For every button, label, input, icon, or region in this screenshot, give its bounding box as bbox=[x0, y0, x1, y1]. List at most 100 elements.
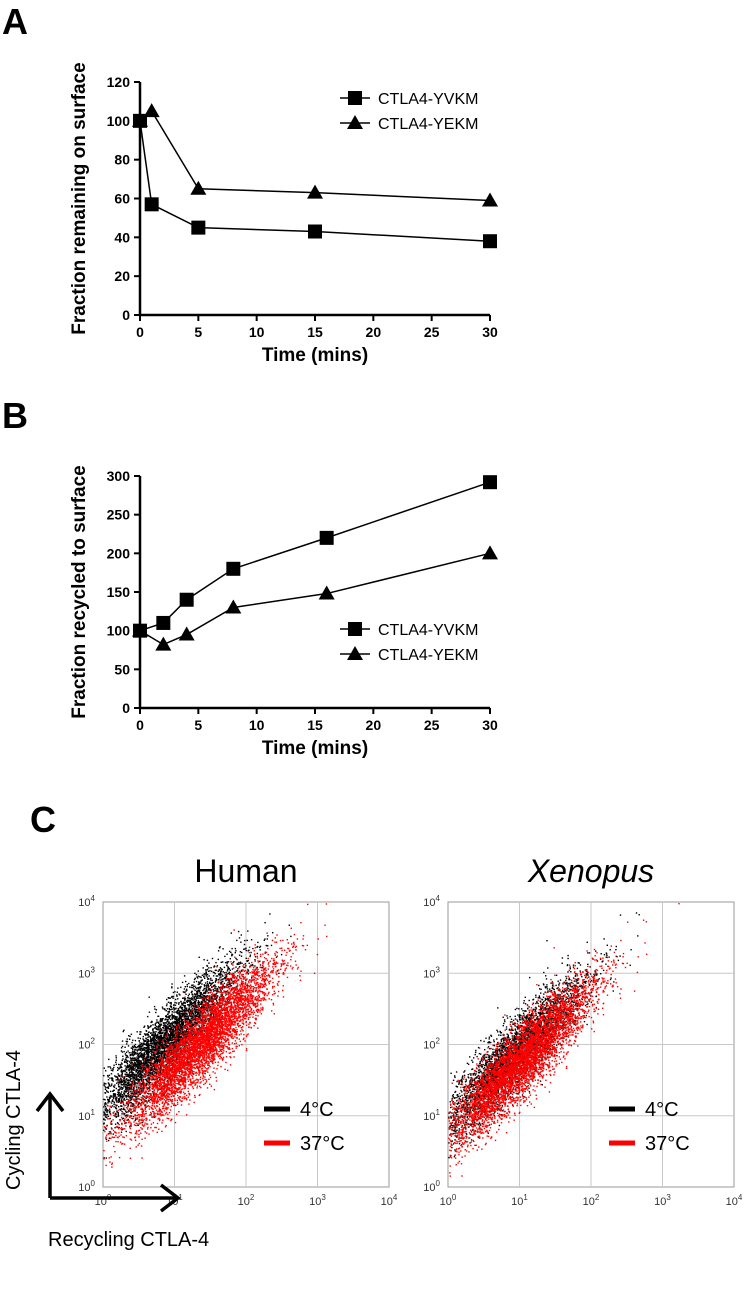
event-dot-0 bbox=[188, 1004, 191, 1006]
event-dot-0 bbox=[163, 1008, 166, 1011]
event-dot-0 bbox=[160, 1036, 163, 1039]
event-dot-0 bbox=[177, 1039, 180, 1041]
event-dot-0 bbox=[135, 1071, 137, 1073]
event-dot-0 bbox=[148, 1061, 151, 1064]
event-dot-0 bbox=[175, 1020, 177, 1023]
event-dot-0 bbox=[132, 1057, 134, 1060]
y-tick-label: 20 bbox=[114, 268, 130, 284]
event-dot-0 bbox=[192, 1024, 195, 1026]
event-dot-0 bbox=[183, 1046, 186, 1048]
event-dot-0 bbox=[177, 1049, 179, 1051]
event-dot-0 bbox=[232, 988, 235, 990]
event-dot-0 bbox=[201, 1006, 203, 1008]
event-dot-1 bbox=[230, 973, 232, 975]
event-dot-0 bbox=[238, 937, 241, 939]
event-dot-0 bbox=[203, 995, 205, 997]
event-dot-0 bbox=[179, 1006, 182, 1008]
event-dot-1 bbox=[233, 992, 236, 994]
event-dot-1 bbox=[224, 992, 226, 994]
event-dot-0 bbox=[171, 1031, 173, 1033]
event-dot-1 bbox=[157, 1068, 159, 1070]
event-dot-0 bbox=[179, 1013, 181, 1015]
data-point-0-2 bbox=[191, 220, 206, 235]
event-dot-0 bbox=[103, 1098, 105, 1101]
event-dot-0 bbox=[226, 973, 228, 975]
event-dot-0 bbox=[220, 1006, 223, 1008]
event-dot-0 bbox=[152, 1054, 154, 1056]
event-dot-0 bbox=[225, 979, 227, 982]
event-dot-0 bbox=[186, 1028, 188, 1031]
event-dot-1 bbox=[187, 1075, 189, 1078]
event-dot-0 bbox=[168, 1015, 171, 1017]
event-dot-0 bbox=[168, 1058, 170, 1060]
event-dot-0 bbox=[244, 939, 246, 942]
event-dot-0 bbox=[205, 969, 207, 971]
event-dot-0 bbox=[140, 1047, 142, 1049]
event-dot-0 bbox=[191, 984, 193, 986]
event-dot-0 bbox=[137, 1078, 140, 1080]
event-dot-0 bbox=[202, 1004, 204, 1006]
event-dot-0 bbox=[199, 989, 201, 991]
event-dot-0 bbox=[178, 1019, 180, 1021]
event-dot-0 bbox=[139, 1049, 142, 1051]
event-dot-0 bbox=[124, 1084, 126, 1086]
event-dot-0 bbox=[187, 995, 190, 997]
event-dot-0 bbox=[173, 1047, 175, 1049]
event-dot-0 bbox=[115, 1098, 117, 1101]
event-dot-0 bbox=[116, 1082, 118, 1084]
event-dot-0 bbox=[157, 1038, 159, 1040]
event-dot-0 bbox=[194, 1064, 196, 1066]
event-dot-1 bbox=[230, 982, 232, 985]
event-dot-0 bbox=[132, 1115, 135, 1118]
event-dot-0 bbox=[167, 1026, 169, 1028]
event-dot-0 bbox=[159, 1060, 161, 1062]
event-dot-0 bbox=[142, 1111, 144, 1113]
event-dot-1 bbox=[255, 968, 257, 970]
event-dot-0 bbox=[170, 996, 173, 998]
event-dot-0 bbox=[203, 959, 205, 961]
event-dot-0 bbox=[136, 1069, 139, 1071]
event-dot-0 bbox=[128, 1076, 130, 1079]
event-dot-0 bbox=[108, 1099, 110, 1101]
event-dot-0 bbox=[141, 1077, 143, 1079]
event-dot-1 bbox=[152, 1068, 154, 1070]
event-dot-0 bbox=[161, 1042, 163, 1044]
event-dot-0 bbox=[107, 1079, 110, 1081]
event-dot-0 bbox=[135, 1098, 137, 1100]
event-dot-0 bbox=[194, 1019, 196, 1021]
event-dot-0 bbox=[167, 1033, 169, 1035]
event-dot-0 bbox=[199, 1021, 201, 1023]
event-dot-0 bbox=[189, 999, 191, 1002]
event-dot-1 bbox=[268, 965, 270, 967]
data-point-1-0 bbox=[132, 112, 148, 127]
event-dot-0 bbox=[134, 1063, 137, 1065]
event-dot-0 bbox=[158, 1060, 161, 1062]
event-dot-0 bbox=[175, 1023, 177, 1025]
event-dot-0 bbox=[227, 972, 230, 975]
event-dot-0 bbox=[229, 958, 231, 960]
event-dot-0 bbox=[178, 1013, 180, 1015]
event-dot-1 bbox=[164, 1092, 167, 1094]
event-dot-0 bbox=[126, 1085, 129, 1087]
event-dot-0 bbox=[129, 1077, 131, 1079]
event-dot-0 bbox=[147, 1093, 150, 1095]
event-dot-0 bbox=[241, 951, 243, 954]
event-dot-0 bbox=[143, 1054, 145, 1056]
event-dot-0 bbox=[237, 963, 239, 966]
event-dot-0 bbox=[120, 1066, 122, 1068]
event-dot-1 bbox=[267, 963, 269, 965]
event-dot-0 bbox=[219, 975, 221, 977]
event-dot-0 bbox=[184, 991, 186, 994]
event-dot-0 bbox=[103, 1075, 105, 1077]
event-dot-0 bbox=[159, 1026, 161, 1028]
event-dot-0 bbox=[161, 1038, 163, 1040]
event-dot-1 bbox=[160, 1077, 162, 1079]
event-dot-0 bbox=[122, 1117, 125, 1119]
event-dot-0 bbox=[230, 988, 233, 990]
event-dot-0 bbox=[146, 1058, 148, 1061]
event-dot-0 bbox=[219, 989, 222, 991]
y-tick-label: 0 bbox=[122, 700, 130, 716]
event-dot-0 bbox=[130, 1080, 132, 1083]
event-dot-0 bbox=[178, 1003, 180, 1005]
event-dot-0 bbox=[179, 1027, 182, 1029]
